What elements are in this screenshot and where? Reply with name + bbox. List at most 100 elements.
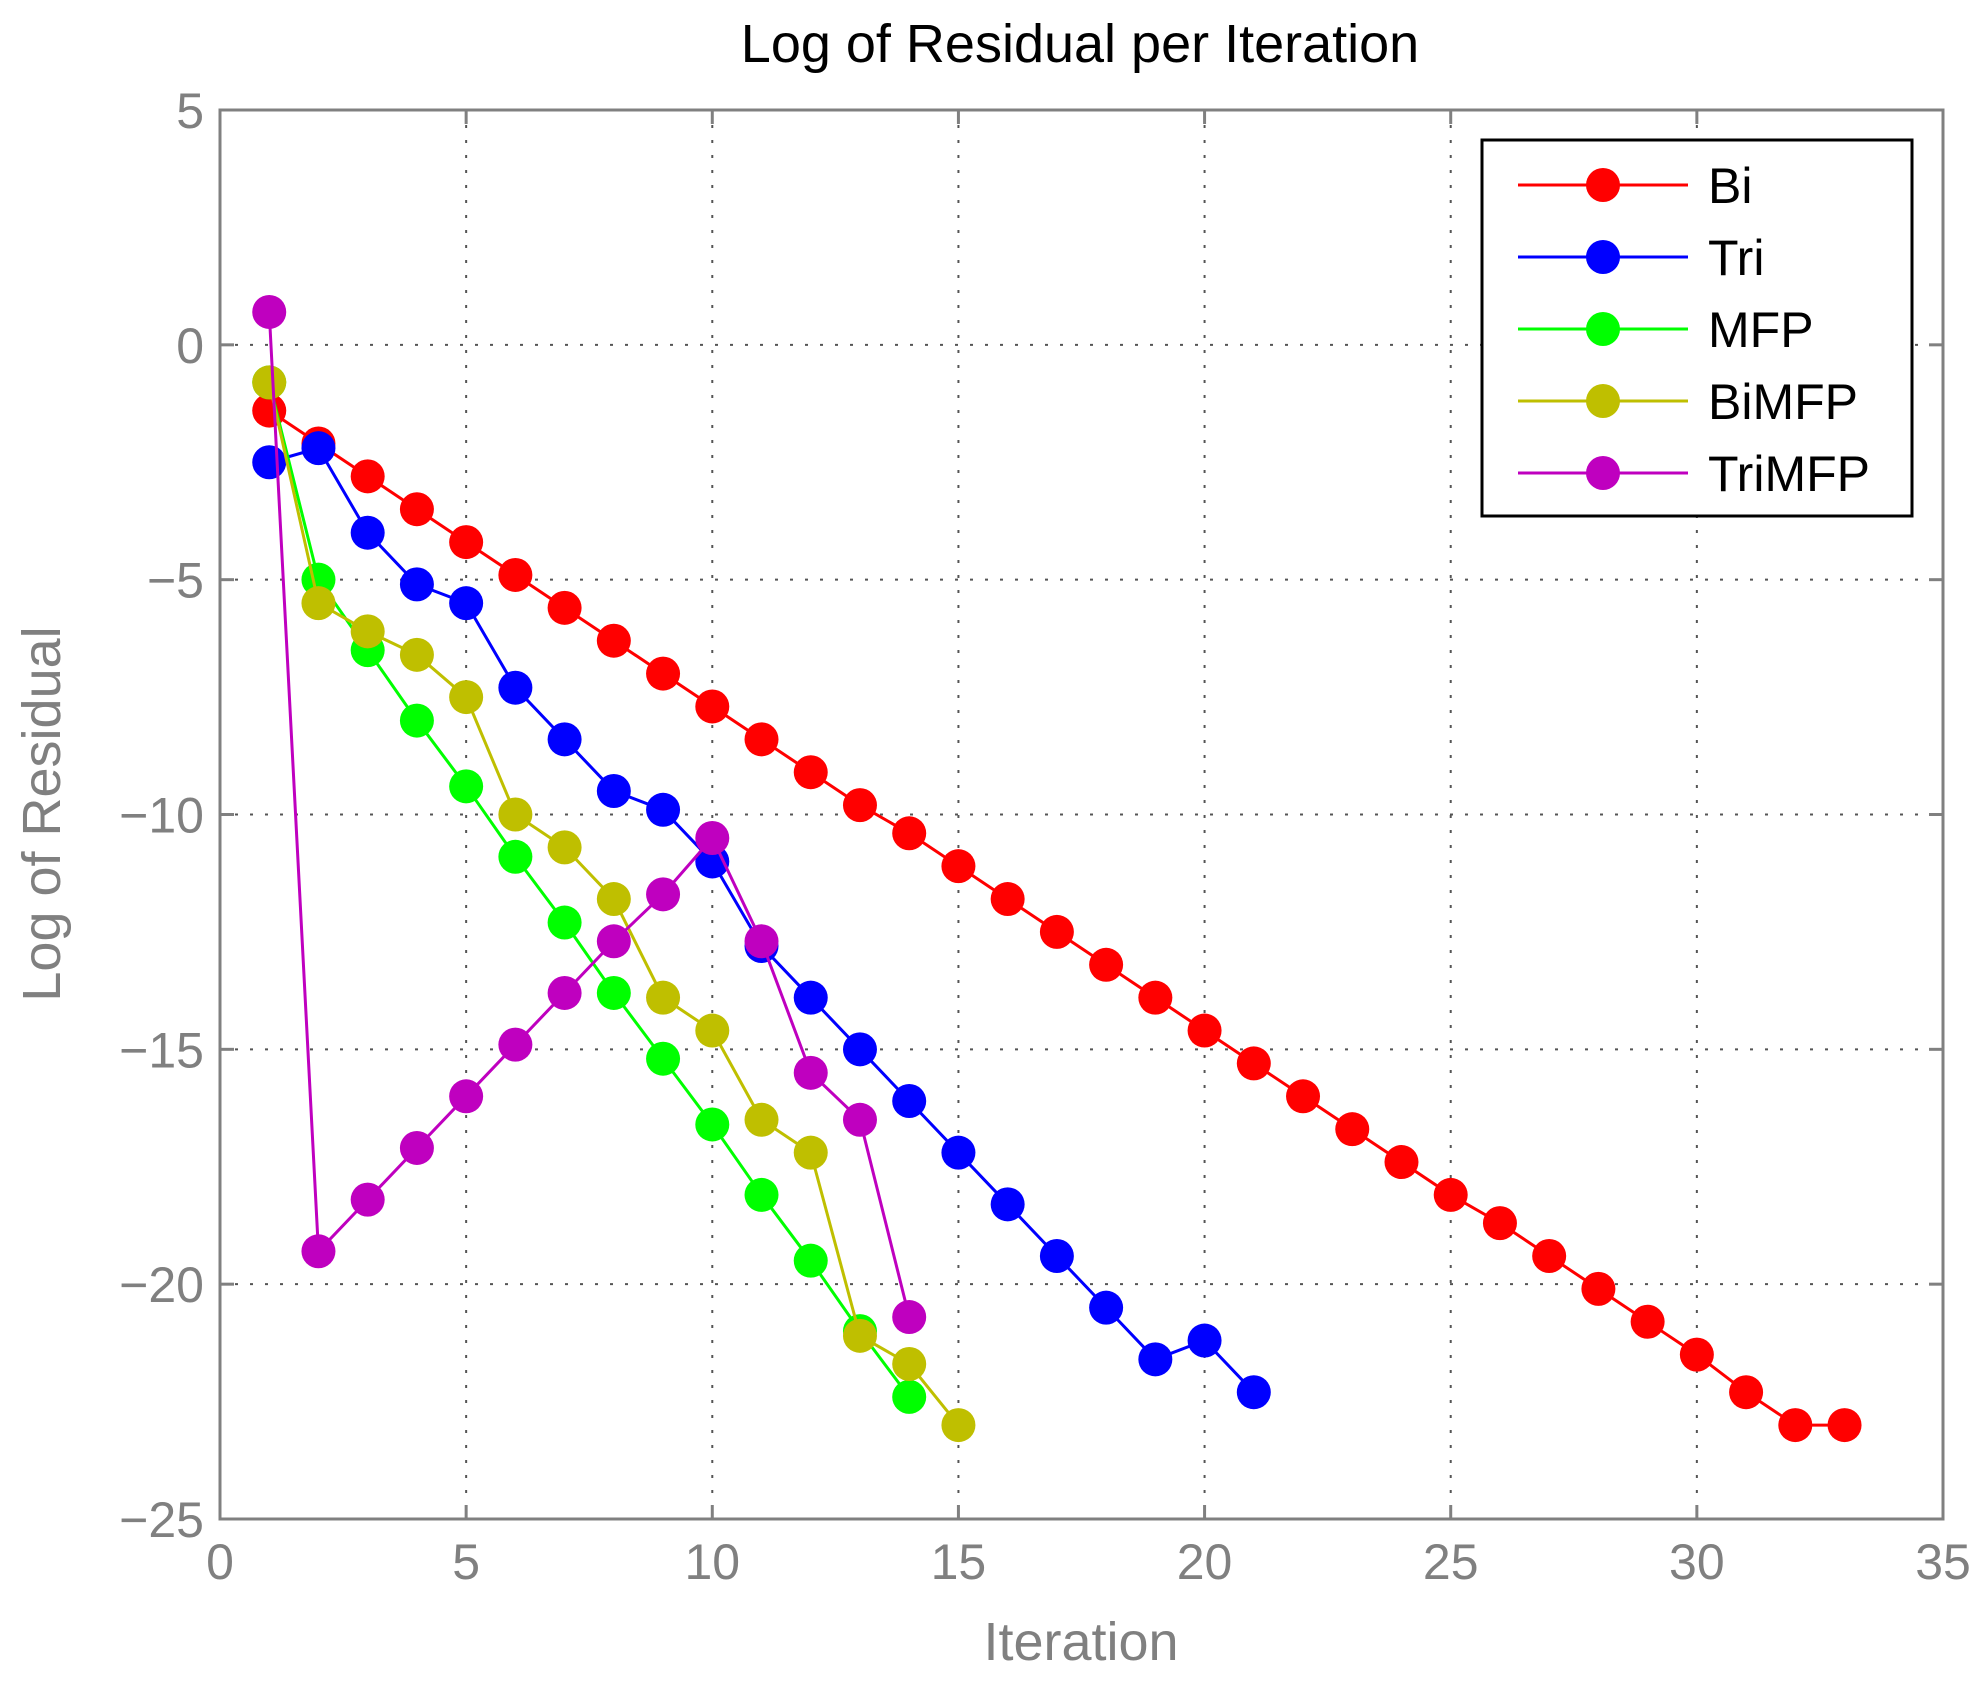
tick-layer: 0 5 10 15 20 25 30 35 5 0 −5 −10 −15 −20 −25 (119, 83, 1971, 1590)
data-point-bimfp (646, 980, 681, 1015)
data-point-bimfp (941, 1408, 976, 1443)
data-point-bi (793, 755, 828, 790)
data-point-bimfp (596, 882, 631, 917)
data-point-bi (892, 816, 927, 851)
data-point-bi (1384, 1145, 1419, 1180)
data-point-bi (350, 459, 385, 494)
data-point-bi (941, 849, 976, 884)
x-tick-label: 20 (1177, 1534, 1233, 1590)
series-bimfp (252, 365, 976, 1443)
data-point-tri (1236, 1375, 1271, 1410)
data-point-trimfp (350, 1182, 385, 1217)
data-point-bi (399, 492, 434, 527)
series-tri (252, 431, 1271, 1410)
data-point-tri (547, 722, 582, 757)
data-point-bi (1236, 1046, 1271, 1081)
data-point-mfp (596, 975, 631, 1010)
x-tick-label: 5 (452, 1534, 480, 1590)
data-point-trimfp (547, 975, 582, 1010)
data-point-bi (596, 623, 631, 658)
data-point-tri (596, 774, 631, 809)
data-point-mfp (695, 1107, 730, 1142)
x-tick-label: 10 (684, 1534, 740, 1590)
data-point-bi (1827, 1408, 1862, 1443)
data-point-tri (449, 586, 484, 621)
data-point-bimfp (399, 637, 434, 672)
data-point-bimfp (252, 365, 287, 400)
legend-label-bi: Bi (1708, 158, 1752, 214)
data-point-bi (1433, 1177, 1468, 1212)
data-point-trimfp (498, 1027, 533, 1062)
data-point-bi (1482, 1206, 1517, 1241)
data-point-bi (1187, 1013, 1222, 1048)
legend-label-tri: Tri (1708, 230, 1764, 286)
data-point-tri (1039, 1238, 1074, 1273)
data-point-tri (990, 1187, 1025, 1222)
legend-marker-mfp (1586, 312, 1620, 346)
data-point-tri (1187, 1323, 1222, 1358)
data-point-bimfp (793, 1135, 828, 1170)
data-point-bi (449, 525, 484, 560)
x-axis-label: Iteration (983, 1612, 1178, 1672)
legend-marker-bi (1586, 168, 1620, 202)
data-point-bi (1532, 1238, 1567, 1273)
y-tick-label: −25 (119, 1492, 204, 1548)
legend-marker-bimfp (1586, 384, 1620, 418)
data-point-bi (990, 882, 1025, 917)
data-point-bi (1286, 1079, 1321, 1114)
legend-label-mfp: MFP (1708, 302, 1814, 358)
chart-title: Log of Residual per Iteration (741, 14, 1419, 74)
data-point-tri (498, 670, 533, 705)
data-point-bi (1630, 1304, 1665, 1339)
data-point-bi (1089, 947, 1124, 982)
data-point-bi (1138, 980, 1173, 1015)
x-tick-label: 30 (1669, 1534, 1725, 1590)
data-point-mfp (449, 769, 484, 804)
data-point-bimfp (301, 586, 336, 621)
data-point-bimfp (498, 797, 533, 832)
legend-marker-trimfp (1586, 456, 1620, 490)
data-point-tri (793, 980, 828, 1015)
series-trimfp (252, 294, 927, 1335)
x-tick-label: 35 (1915, 1534, 1971, 1590)
y-tick-label: −5 (147, 553, 204, 609)
data-point-trimfp (695, 820, 730, 855)
data-point-bi (744, 722, 779, 757)
data-point-tri (399, 567, 434, 602)
data-point-trimfp (252, 294, 287, 329)
data-point-tri (1138, 1342, 1173, 1377)
data-point-mfp (892, 1379, 927, 1414)
data-point-mfp (744, 1177, 779, 1212)
data-point-tri (301, 431, 336, 466)
data-point-trimfp (399, 1130, 434, 1165)
data-point-mfp (399, 703, 434, 738)
data-point-bi (695, 689, 730, 724)
data-point-trimfp (301, 1234, 336, 1269)
legend-box (1480, 138, 1914, 518)
y-tick-label: −20 (119, 1257, 204, 1313)
data-point-mfp (646, 1041, 681, 1076)
x-tick-label: 25 (1423, 1534, 1479, 1590)
y-tick-label: −10 (119, 788, 204, 844)
data-point-trimfp (892, 1300, 927, 1335)
data-point-trimfp (842, 1102, 877, 1137)
data-point-tri (646, 792, 681, 827)
data-point-bimfp (449, 680, 484, 715)
legend-marker-tri (1586, 240, 1620, 274)
series-layer (252, 294, 1862, 1443)
data-point-bi (1729, 1375, 1764, 1410)
data-point-trimfp (793, 1055, 828, 1090)
y-tick-label: −15 (119, 1022, 204, 1078)
data-point-bi (1778, 1408, 1813, 1443)
data-point-bi (1335, 1112, 1370, 1147)
data-point-bi (498, 557, 533, 592)
legend-label-bimfp: BiMFP (1708, 374, 1858, 430)
data-point-bi (1039, 914, 1074, 949)
data-point-bi (646, 656, 681, 691)
data-point-tri (842, 1032, 877, 1067)
data-point-trimfp (596, 924, 631, 959)
data-point-tri (1089, 1290, 1124, 1325)
data-point-bi (1679, 1337, 1714, 1372)
